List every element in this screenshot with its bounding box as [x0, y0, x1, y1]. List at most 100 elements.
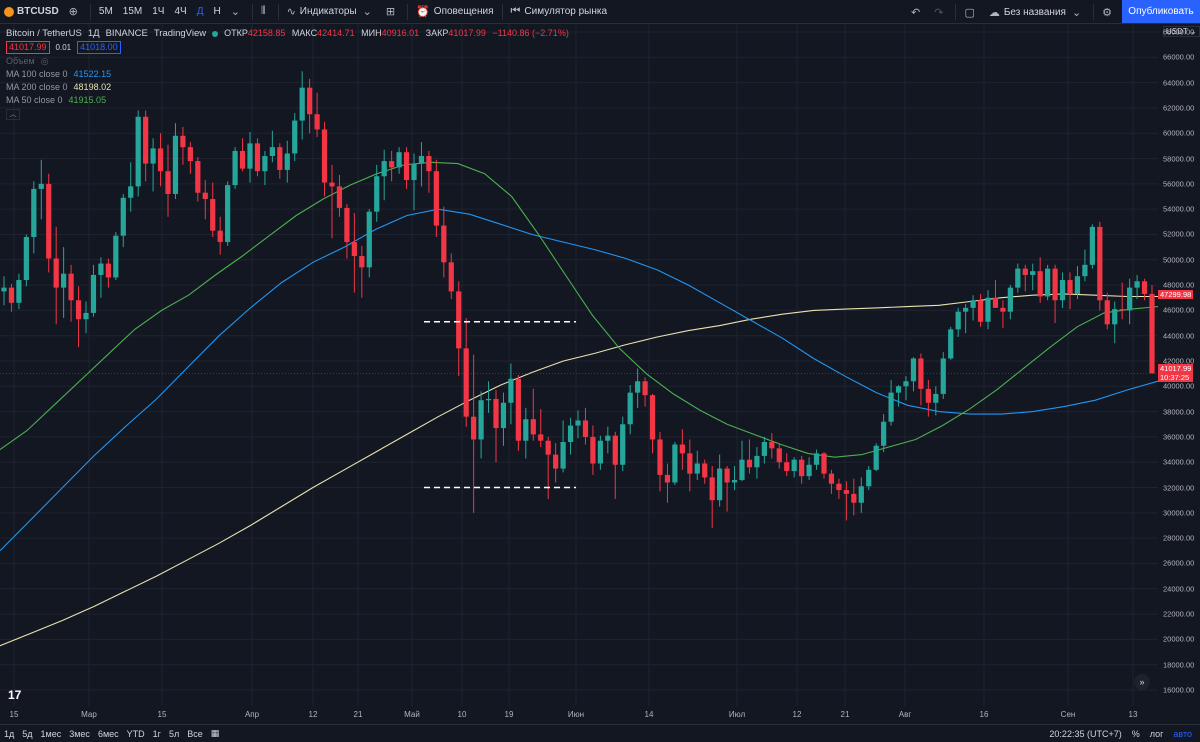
range-5y-button[interactable]: 5л [168, 728, 180, 739]
time-axis[interactable]: 15 Мар 15 Апр 12 21 Май 10 19 Июн 14 Июл 12 21 Авг 16 Се… [0, 706, 1160, 724]
candle-body [739, 459, 745, 480]
candle-body [1022, 268, 1028, 275]
collapse-legend-button[interactable]: ︿ [6, 109, 20, 120]
scroll-to-realtime-button[interactable]: » [1134, 674, 1150, 690]
range-all-button[interactable]: Все [187, 728, 203, 739]
tradingview-logo-icon[interactable]: 17 [8, 688, 22, 702]
candle-body [657, 439, 663, 475]
candle [1134, 274, 1140, 299]
toolbar-divider [251, 3, 253, 20]
symbol-search-button[interactable]: BTCUSD [0, 0, 64, 24]
ma200-legend-row[interactable]: MA 200 close 0 48198.02 [6, 81, 573, 94]
candle-body [813, 453, 820, 465]
candle [672, 441, 678, 486]
layout-select-button[interactable]: ▢ [959, 0, 983, 24]
candle-body [448, 262, 454, 292]
candle-body [1082, 264, 1088, 277]
hidden-eye-icon[interactable]: ◎ [40, 56, 49, 66]
candle [1015, 263, 1021, 293]
candle-body [895, 386, 902, 393]
currency-select-button[interactable]: USDT ⌄ [1163, 26, 1200, 37]
chart-type-button[interactable]: ⫴ [256, 0, 275, 24]
candle [582, 407, 589, 445]
candle-body [329, 182, 335, 187]
price-axis[interactable]: 68000.00 66000.00 64000.00 62000.00 60000.00… [1160, 24, 1200, 706]
alerts-button[interactable]: ⏰ Оповещения [411, 0, 498, 24]
interval-5m-button[interactable]: 5M [98, 6, 113, 17]
range-5d-button[interactable]: 5д [22, 728, 33, 739]
range-1y-button[interactable]: 1г [152, 728, 161, 739]
auto-scale-toggle[interactable]: авто [1173, 729, 1192, 739]
toolbar-divider [277, 3, 279, 20]
candle [664, 463, 671, 503]
price-chart[interactable] [0, 24, 1200, 718]
range-1m-button[interactable]: 1мес [40, 728, 62, 739]
candle-body [799, 459, 805, 477]
candle-body [269, 147, 275, 157]
range-1d-button[interactable]: 1д [4, 728, 15, 739]
candle [396, 147, 402, 174]
range-ytd-button[interactable]: YTD [126, 728, 145, 739]
candle-body [292, 120, 298, 154]
ma50-legend-row[interactable]: MA 50 close 0 41915.05 [6, 94, 573, 107]
price-tick-label: 60000.00 [1163, 128, 1195, 138]
interval-1w-button[interactable]: Н [213, 6, 221, 17]
interval-1d-button[interactable]: Д [196, 6, 204, 17]
candle [992, 280, 999, 308]
candle [687, 439, 693, 492]
volume-row[interactable]: Объем ◎ [6, 55, 573, 68]
bid-price-button[interactable]: 41017.99 [6, 41, 50, 54]
chart-pane[interactable] [0, 24, 1200, 718]
ma100-legend-row[interactable]: MA 100 close 0 41522.15 [6, 68, 573, 81]
price-tick-label: 16000.00 [1163, 685, 1195, 695]
candle-body [791, 459, 797, 472]
chevron-down-icon: ⌄ [1071, 6, 1082, 19]
candle [560, 420, 566, 473]
candle-body [702, 463, 708, 478]
publish-button[interactable]: Опубликовать [1122, 0, 1200, 23]
candle-body [582, 420, 589, 437]
layout-name-button[interactable]: ☁ Без названия ⌄ [984, 0, 1090, 24]
clock-label[interactable]: 20:22:35 (UTC+7) [1049, 729, 1122, 739]
candle [627, 385, 633, 435]
candle [105, 258, 111, 288]
candle [761, 436, 767, 464]
candle-body [1149, 293, 1155, 374]
redo-button[interactable]: ↷ [929, 0, 952, 24]
candle-body [761, 441, 767, 456]
candle [1119, 282, 1125, 320]
candle-body [90, 274, 97, 313]
price-tick-label: 52000.00 [1163, 229, 1195, 239]
candle [717, 454, 723, 507]
candle-body [187, 147, 193, 162]
price-tick-label: 54000.00 [1163, 204, 1195, 214]
go-to-date-button[interactable]: ▦ [207, 728, 224, 739]
change-value: −1140.86 (−2.71%) [492, 28, 569, 38]
candle-body [38, 183, 44, 189]
compare-symbol-button[interactable]: ⊕ [64, 0, 87, 24]
interval-1h-button[interactable]: 1Ч [152, 6, 165, 17]
candle-body [731, 479, 738, 483]
templates-button[interactable]: ⊞ [381, 0, 404, 24]
candle [46, 173, 52, 273]
candle-body [620, 424, 626, 465]
indicators-button[interactable]: ∿ Индикаторы ⌄ [282, 0, 381, 24]
interval-dropdown-button[interactable]: ⌄ [226, 0, 249, 24]
settings-button[interactable]: ⚙ [1097, 0, 1121, 24]
interval-15m-button[interactable]: 15M [122, 6, 143, 17]
candle-body [918, 358, 924, 389]
undo-button[interactable]: ↶ [906, 0, 929, 24]
legend-title[interactable]: Bitcoin / TetherUS [6, 28, 82, 39]
log-toggle[interactable]: лог [1149, 729, 1164, 739]
percent-toggle[interactable]: % [1131, 729, 1140, 739]
interval-4h-button[interactable]: 4Ч [174, 6, 187, 17]
ask-price-button[interactable]: 41018.00 [77, 41, 121, 54]
range-3m-button[interactable]: 3мес [69, 728, 90, 739]
candle [374, 164, 380, 222]
range-6m-button[interactable]: 6мес [97, 728, 119, 739]
ma100-line [0, 208, 1159, 552]
replay-button[interactable]: ⏮ Симулятор рынка [506, 0, 613, 24]
candle [963, 304, 969, 334]
candle [135, 110, 141, 197]
spread-value: 0.01 [55, 43, 72, 52]
